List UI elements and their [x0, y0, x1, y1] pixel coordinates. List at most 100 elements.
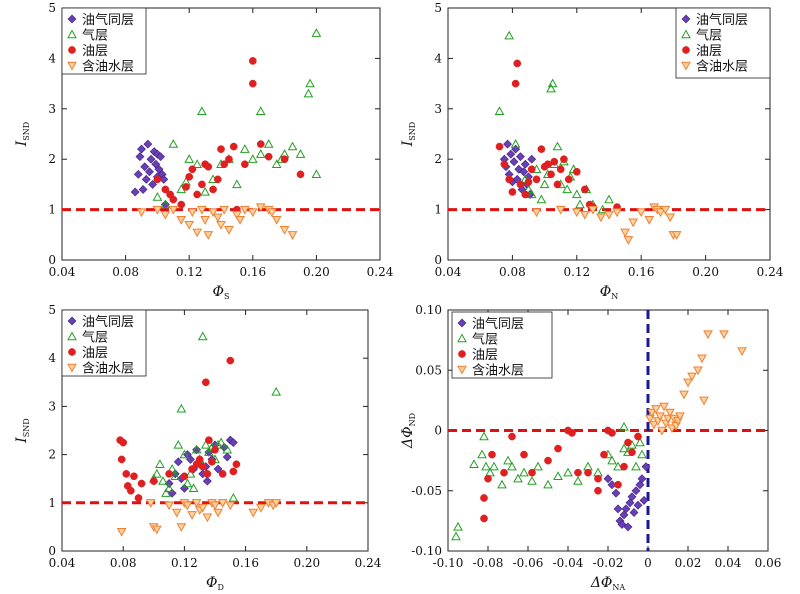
data-point: [198, 180, 206, 189]
data-point: [604, 210, 614, 220]
data-point: [531, 208, 542, 218]
data-point: [305, 78, 315, 88]
data-point: [182, 183, 190, 191]
data-point: [160, 200, 170, 209]
plot-frame: [447, 7, 771, 261]
data-point: [141, 174, 151, 184]
data-point: [287, 141, 298, 151]
data-point: [621, 504, 631, 514]
x-tick-label: 0.04: [49, 556, 76, 570]
data-point: [553, 180, 562, 189]
data-point: [212, 213, 223, 223]
data-point: [152, 191, 163, 201]
legend-box: [675, 7, 771, 79]
data-point: [148, 179, 158, 189]
data-point: [161, 488, 171, 497]
data-point: [503, 139, 512, 149]
legend-marker: [67, 331, 77, 341]
data-point: [171, 508, 182, 518]
data-point: [637, 474, 647, 484]
legend-marker: [457, 333, 467, 343]
data-point: [543, 160, 552, 169]
data-point: [208, 457, 216, 466]
y-tick-label: -0.10: [411, 544, 442, 558]
data-point: [613, 461, 623, 471]
data-point: [173, 457, 183, 467]
data-point: [451, 531, 461, 541]
x-tick-label: 0.08: [112, 265, 139, 279]
data-point: [546, 83, 556, 93]
x-tick-label: 0.06: [755, 556, 782, 570]
data-point: [296, 170, 305, 179]
x-axis-label: ΦD: [206, 575, 224, 592]
data-point: [193, 190, 201, 199]
data-point: [248, 79, 257, 88]
legend-marker: [67, 29, 77, 39]
data-point: [168, 139, 179, 148]
data-point: [480, 514, 488, 523]
plot-frame: [61, 7, 381, 261]
data-point: [659, 402, 669, 412]
y-tick-label: -0.05: [411, 484, 442, 498]
series-2: [116, 356, 241, 502]
data-point: [228, 492, 239, 502]
y-tick-label: 1: [48, 203, 56, 217]
data-point: [628, 448, 636, 457]
data-point: [603, 474, 613, 484]
plot-frame: [61, 309, 369, 552]
legend-entry: 油层: [82, 346, 108, 361]
data-point: [660, 205, 671, 215]
data-point: [687, 372, 697, 382]
x-tick-label: 0.24: [757, 265, 784, 279]
data-point: [213, 508, 223, 518]
data-point: [271, 215, 282, 225]
legend-marker: [68, 348, 76, 356]
data-point: [636, 208, 647, 218]
data-point: [550, 157, 559, 166]
data-point: [573, 476, 583, 485]
data-point: [240, 144, 250, 153]
data-point: [216, 437, 226, 447]
data-point: [641, 462, 651, 472]
data-point: [130, 472, 138, 481]
data-point: [197, 331, 208, 341]
data-point: [619, 510, 629, 520]
data-point: [158, 476, 168, 485]
chart-phi-s: 0.04 0.08 0.12 0.16 0.20 0.24 0 1 2 3 4 5 ΦS ISND 油气同层…: [14, 1, 394, 301]
data-point: [203, 470, 212, 478]
data-point: [526, 189, 537, 199]
data-point: [152, 525, 162, 535]
x-tick-label: 0.20: [692, 265, 719, 279]
x-tick-label: 0.20: [293, 556, 320, 570]
data-point: [581, 185, 589, 194]
legend-marker: [67, 61, 77, 71]
legend-entry: 含油水层: [82, 361, 134, 377]
y-tick-label: 0: [434, 424, 442, 438]
x-tick-label: 0.24: [355, 556, 382, 570]
data-point: [140, 162, 150, 172]
data-point: [571, 189, 582, 199]
data-point: [655, 412, 665, 422]
data-point: [165, 470, 173, 478]
x-tick-label: 0.16: [239, 265, 266, 279]
data-point: [255, 149, 266, 158]
data-point: [583, 461, 593, 471]
data-point: [232, 210, 242, 220]
data-point: [191, 499, 202, 508]
legend-entry: 油层: [696, 44, 722, 59]
data-point: [612, 208, 622, 218]
y-tick-label: 2: [48, 152, 56, 166]
x-tick-label: 0.12: [563, 265, 590, 279]
data-point: [623, 236, 634, 245]
data-point: [539, 179, 550, 189]
legend-marker: [67, 363, 77, 373]
data-point: [279, 226, 290, 235]
data-point: [217, 145, 225, 153]
data-point: [508, 188, 517, 196]
data-point: [520, 159, 530, 169]
data-point: [200, 439, 211, 449]
data-point: [635, 437, 645, 447]
data-point: [155, 459, 165, 468]
series-3: [645, 330, 747, 436]
series-3: [531, 203, 682, 245]
